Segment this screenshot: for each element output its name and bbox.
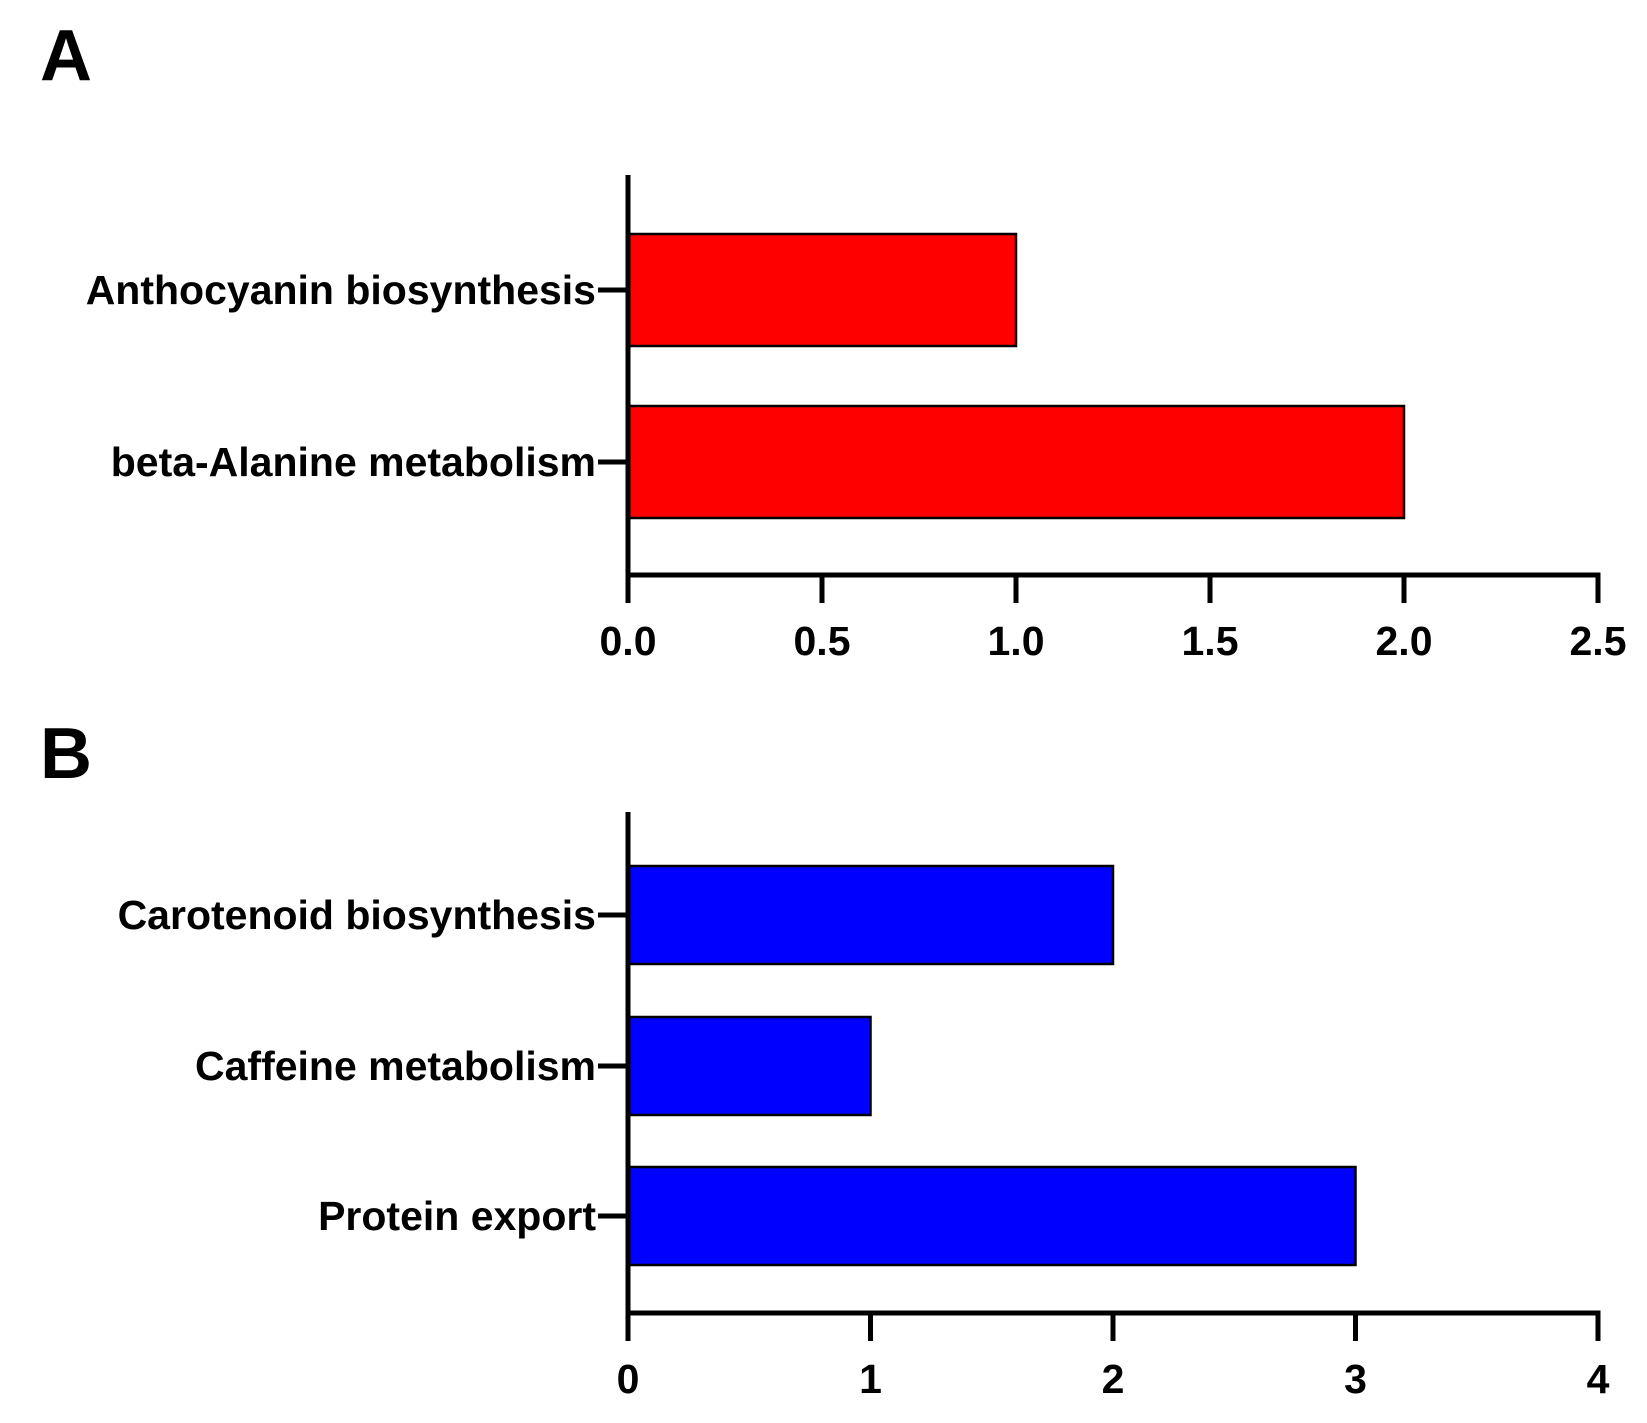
x-tick-label: 3 (1344, 1356, 1367, 1402)
x-tick-label: 1.5 (1182, 618, 1239, 664)
bar (626, 404, 1406, 520)
x-tick-label: 0 (617, 1356, 640, 1402)
category-label: Anthocyanin biosynthesis (86, 267, 596, 313)
bar (626, 864, 1115, 966)
x-tick-label: 0.0 (600, 618, 657, 664)
category-label: Carotenoid biosynthesis (118, 892, 596, 938)
bar (626, 232, 1018, 348)
x-tick-label: 2.0 (1376, 618, 1433, 664)
x-tick-label: 4 (1587, 1356, 1610, 1402)
category-label: Caffeine metabolism (195, 1043, 596, 1089)
x-tick-label: 2.5 (1570, 618, 1627, 664)
x-tick-label: 2 (1102, 1356, 1125, 1402)
panel-label: A (40, 16, 92, 96)
bar (626, 1165, 1357, 1267)
panel-label: B (40, 714, 92, 794)
x-tick-label: 1 (859, 1356, 882, 1402)
panel-a: A Anthocyanin biosynthesis beta-Alanine me… (40, 16, 1627, 664)
category-label: beta-Alanine metabolism (111, 439, 596, 485)
bar (626, 1015, 872, 1117)
category-label: Protein export (318, 1193, 596, 1239)
x-tick-label: 0.5 (794, 618, 851, 664)
x-tick-label: 1.0 (988, 618, 1045, 664)
panel-b: B Carotenoid biosynthesis Caffeine metabol… (40, 714, 1610, 1402)
